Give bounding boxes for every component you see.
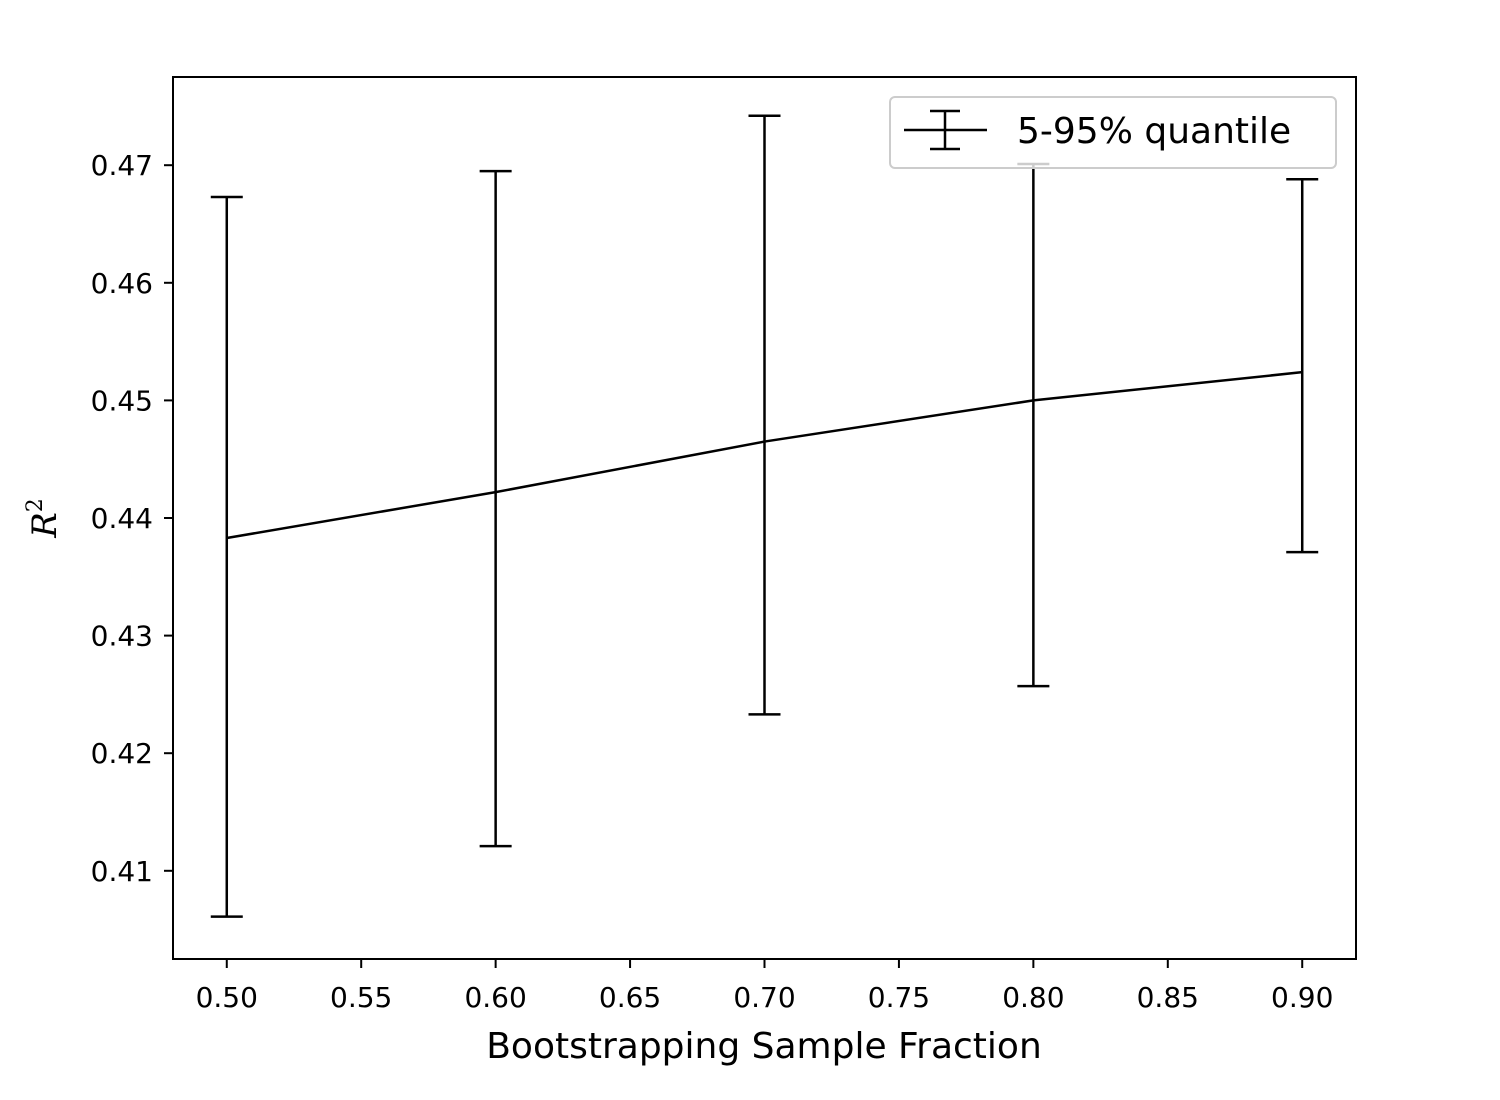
x-tick-label: 0.80 <box>1002 981 1064 1014</box>
x-tick-label: 0.85 <box>1137 981 1199 1014</box>
y-axis-label: R2 <box>23 498 65 539</box>
legend-marker-errorbar <box>904 109 987 151</box>
error-bar <box>210 195 243 918</box>
legend-label: 5-95% quantile <box>1017 111 1291 152</box>
error-bar <box>1286 178 1319 554</box>
y-axis: 0.41 0.42 0.43 0.44 0.45 0.46 0.47 <box>91 149 173 888</box>
x-tick-label: 0.60 <box>464 981 526 1014</box>
x-tick-label: 0.90 <box>1271 981 1333 1014</box>
legend: 5-95% quantile <box>889 96 1337 169</box>
x-axis: 0.50 0.55 0.60 0.65 0.70 0.75 0.80 0.85 0.90 <box>196 959 1333 1014</box>
legend-box <box>889 96 1337 169</box>
error-bar <box>479 169 512 848</box>
x-tick-label: 0.55 <box>330 981 392 1014</box>
y-tick-label: 0.45 <box>91 384 153 417</box>
x-tick-label: 0.75 <box>868 981 930 1014</box>
y-tick-label: 0.46 <box>91 267 153 300</box>
error-bar <box>748 114 781 716</box>
y-tick-label: 0.44 <box>91 502 153 535</box>
y-tick-label: 0.41 <box>91 855 153 888</box>
y-axis-label-superscript: 2 <box>23 498 48 512</box>
x-axis-label: Bootstrapping Sample Fraction <box>486 1026 1042 1067</box>
y-tick-label: 0.43 <box>91 620 153 653</box>
y-axis-label-base: R <box>25 512 65 539</box>
x-tick-label: 0.65 <box>599 981 661 1014</box>
x-tick-label: 0.50 <box>196 981 258 1014</box>
series-layer <box>210 114 1319 918</box>
error-bar <box>1017 162 1050 688</box>
y-tick-label: 0.42 <box>91 737 153 770</box>
x-tick-label: 0.70 <box>733 981 795 1014</box>
y-tick-label: 0.47 <box>91 149 153 182</box>
